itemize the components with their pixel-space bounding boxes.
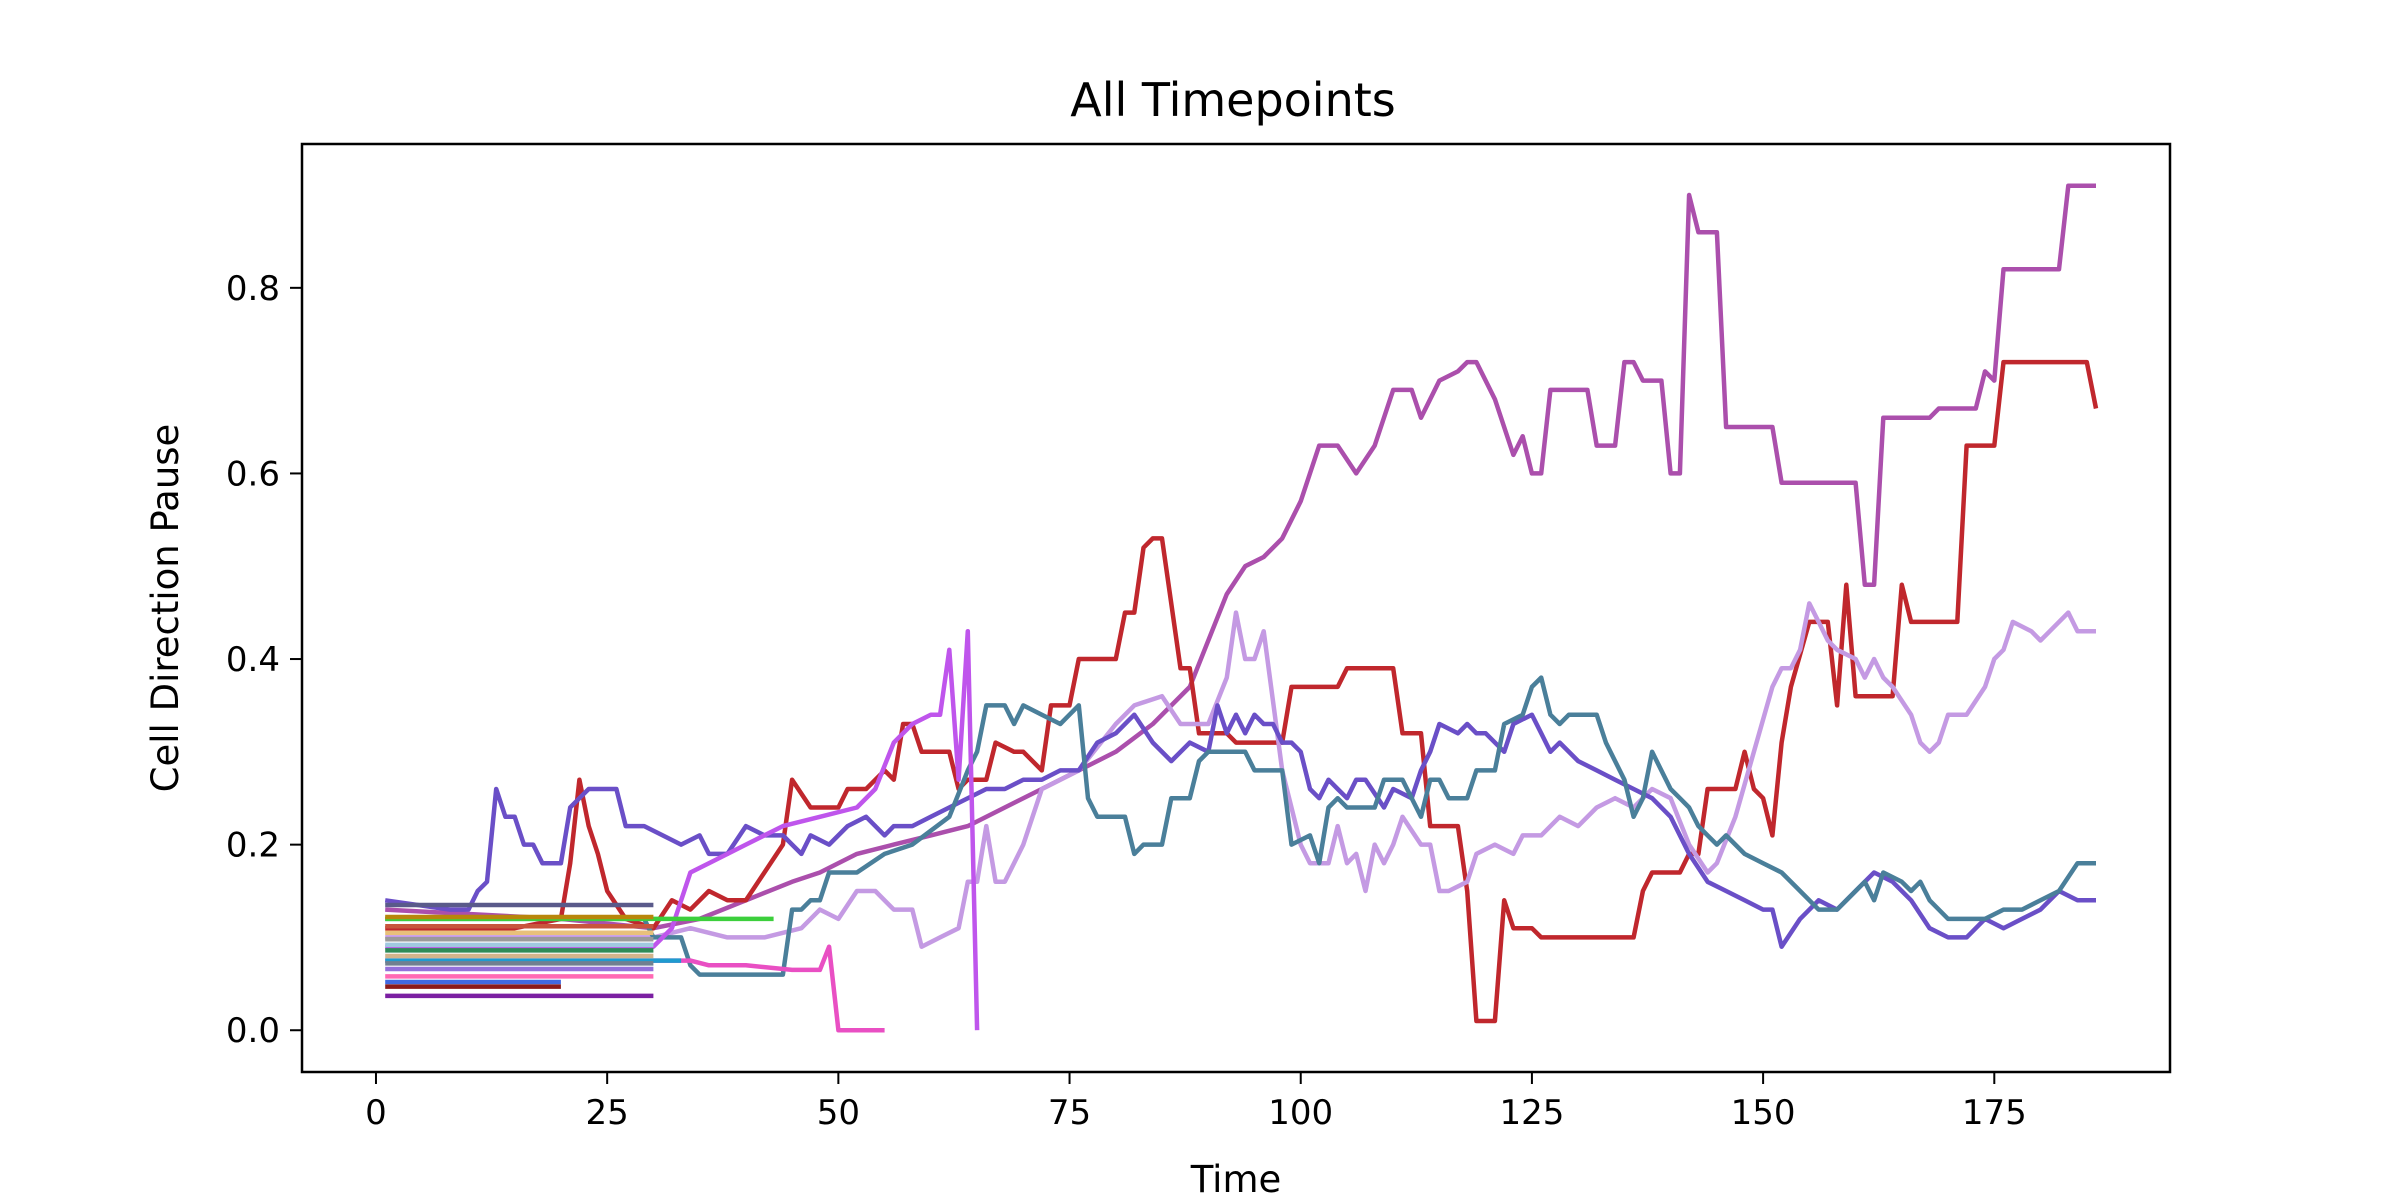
y-tick-label: 0.2 (226, 826, 280, 866)
x-tick-label: 175 (1962, 1093, 2027, 1133)
y-tick-label: 0.0 (226, 1011, 280, 1051)
x-tick-label: 0 (365, 1093, 387, 1133)
y-tick-label: 0.6 (226, 454, 280, 494)
y-axis: 0.0 0.2 0.4 0.6 0.8 (226, 269, 302, 1051)
series-line-4 (384, 703, 2096, 949)
x-tick-label: 150 (1731, 1093, 1796, 1133)
y-axis-label: Cell Direction Pause (144, 424, 187, 793)
series-line-2 (385, 359, 2099, 1024)
x-axis-label: Time (1190, 1158, 1282, 1200)
y-tick-label: 0.4 (226, 640, 280, 680)
chart-title: All Timepoints (1070, 73, 1396, 127)
x-tick-label: 50 (817, 1093, 860, 1133)
series-line-3 (385, 601, 2096, 949)
series-line-1 (385, 183, 2096, 931)
x-axis: 0 25 50 75 100 125 150 175 (365, 1072, 2027, 1133)
x-tick-label: 25 (586, 1093, 629, 1133)
x-tick-label: 100 (1268, 1093, 1333, 1133)
series-line-5 (385, 675, 2096, 977)
x-tick-label: 75 (1048, 1093, 1091, 1133)
series-line-6 (385, 628, 980, 1031)
series-layer (384, 183, 2099, 1033)
plot-area-frame (300, 142, 2172, 1074)
x-tick-label: 125 (1499, 1093, 1564, 1133)
y-tick-label: 0.8 (226, 269, 280, 309)
